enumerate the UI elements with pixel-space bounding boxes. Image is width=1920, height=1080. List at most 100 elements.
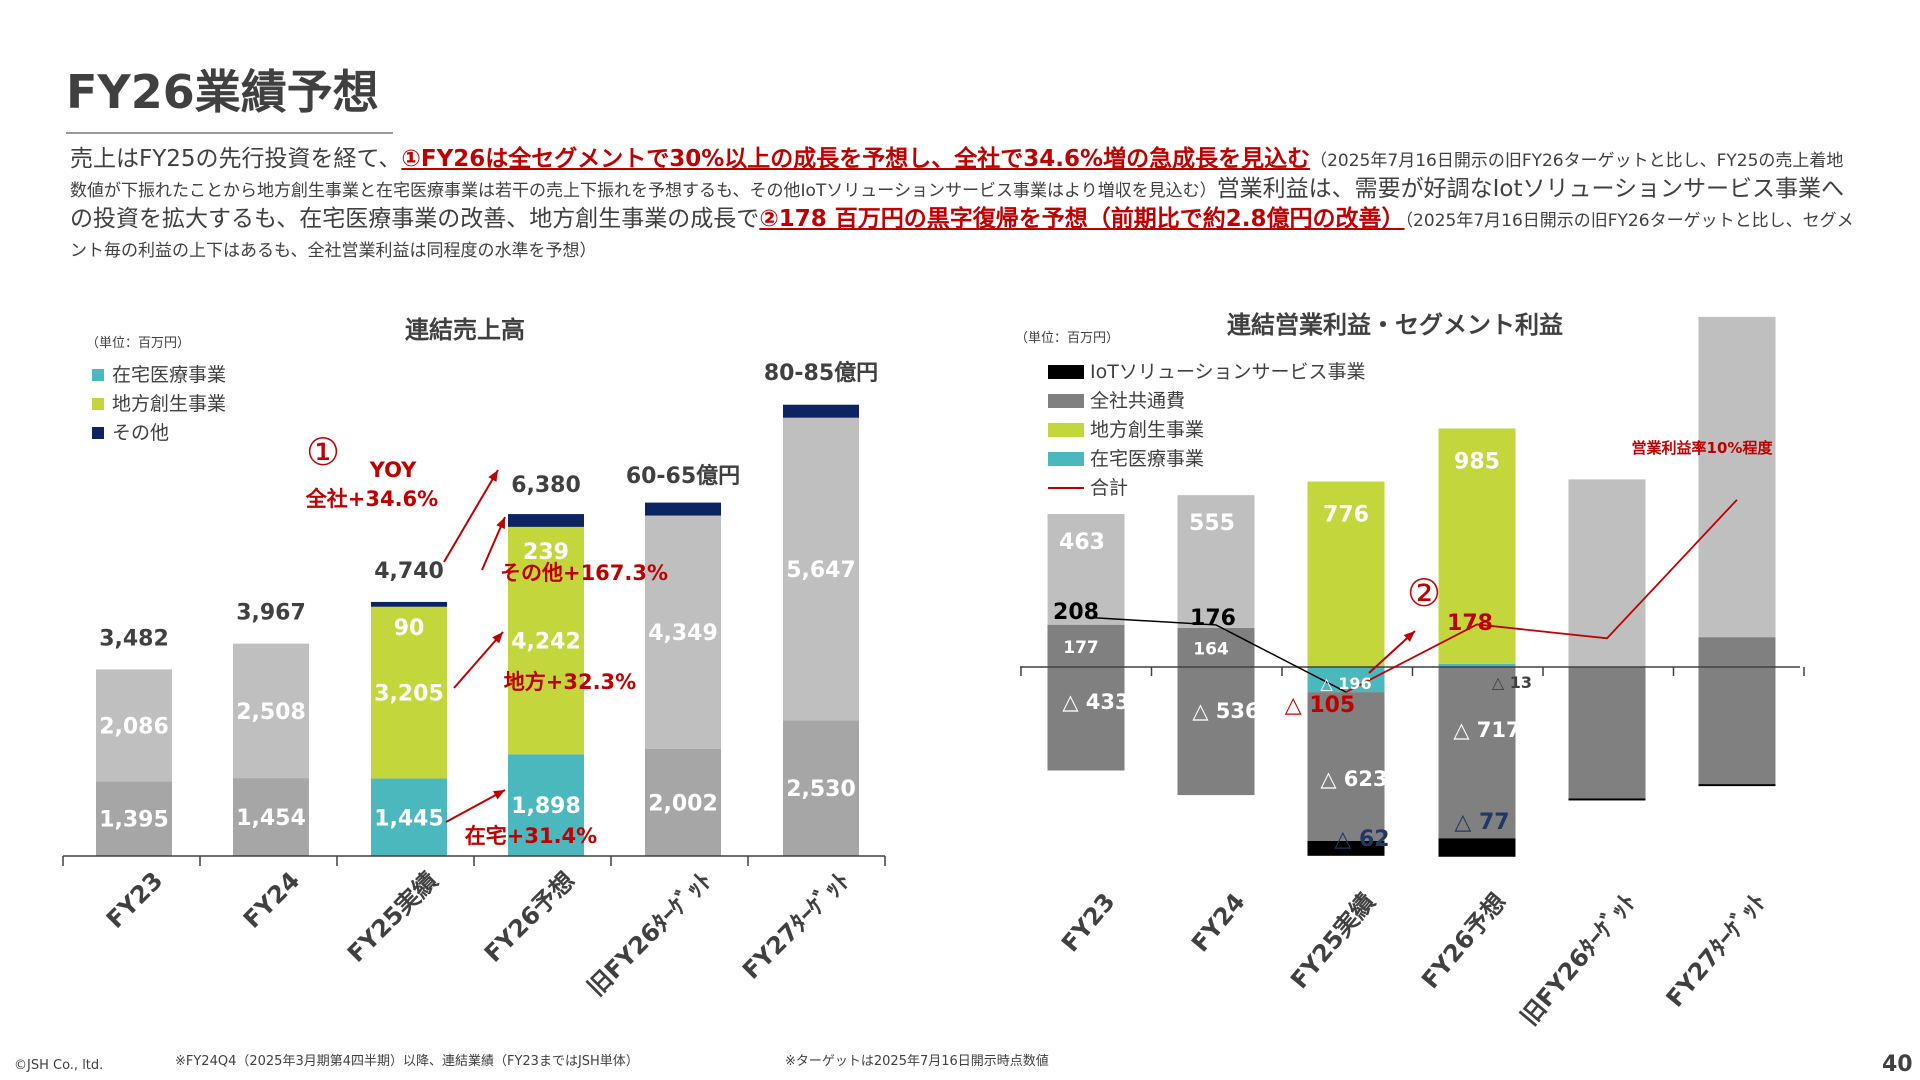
profit-margin-note: 営業利益率10%程度 — [1632, 439, 1774, 457]
sales-yoy-other: その他+167.3% — [500, 561, 668, 585]
sales-bar-other-top — [783, 404, 859, 418]
sales-bar-lower — [233, 778, 309, 856]
profit-bar-corporate — [1698, 667, 1776, 785]
profit-circle-2: ② — [1407, 571, 1441, 615]
sales-bar-label-other: 239 — [523, 540, 569, 565]
profit-total-label: 176 — [1190, 606, 1236, 631]
profit-bar-iot — [1568, 798, 1646, 801]
sales-bar-lower-label: 1,454 — [236, 806, 306, 831]
sales-total-label: 3,967 — [236, 601, 306, 626]
profit-total-line-red — [1345, 499, 1738, 693]
profit-chart-title: 連結営業利益・セグメント利益 — [1227, 311, 1563, 339]
sales-bar-upper-label: 5,647 — [786, 558, 856, 583]
profit-legend-swatch — [1048, 452, 1084, 466]
profit-category-label: FY26予想 — [1416, 888, 1511, 994]
sales-legend-swatch — [92, 369, 104, 381]
sales-bar-label-other: 90 — [394, 616, 425, 641]
profit-bar-corporate — [1177, 667, 1255, 796]
profit-bar-upper-grey — [1047, 514, 1125, 625]
sales-arrow-total — [443, 469, 499, 563]
sales-arrow-regional — [453, 631, 504, 689]
sales-legend-2: その他 — [112, 422, 169, 444]
sales-category-label: FY24 — [238, 866, 305, 933]
sales-bar-upper — [645, 515, 721, 749]
sales-category-label: FY25実績 — [342, 866, 443, 967]
sales-bar-label-0: 1,898 — [511, 794, 581, 819]
profit-iot-label: △ 77 — [1454, 810, 1509, 835]
sales-bar-upper-label: 4,349 — [648, 621, 718, 646]
sales-bar-other-top — [645, 502, 721, 516]
profit-category-label: FY24 — [1186, 888, 1251, 957]
profit-bar-iot — [1698, 784, 1776, 787]
sales-arrow-home-head — [493, 790, 505, 800]
sales-bar-0 — [508, 754, 584, 856]
profit-bar-upper-grey — [1698, 316, 1776, 638]
sales-bar-label-0: 1,445 — [374, 806, 444, 831]
summary-part1: 売上はFY25の先行投資を経て、 — [70, 146, 402, 172]
sales-legend-0: 在宅医療事業 — [112, 364, 226, 386]
sales-bar-2 — [371, 601, 447, 607]
summary-text: 売上はFY25の先行投資を経て、①FY26は全セグメントで30%以上の成長を予想… — [70, 145, 1860, 265]
sales-yoy-home: 在宅+31.4% — [465, 824, 597, 848]
sales-category-label: FY23 — [101, 866, 168, 933]
profit-category-label: 旧FY26ﾀｰｹﾞｯﾄ — [1515, 888, 1641, 1031]
sales-total-label: 80-85億円 — [764, 360, 878, 386]
sales-total-label: 3,482 — [99, 626, 169, 651]
page-number: 40 — [1882, 1052, 1913, 1077]
profit-upper-dark-label: 164 — [1193, 639, 1229, 659]
sales-total-label: 4,740 — [374, 559, 444, 584]
sales-arrow-other-head — [496, 517, 505, 529]
profit-legend-swatch — [1048, 423, 1084, 437]
summary-highlight1: ①FY26は全セグメントで30%以上の成長を予想し、全社で34.6%増の急成長を… — [401, 146, 1311, 172]
summary-highlight2: ②178 百万円の黒字復帰を予想（前期比で約2.8億円の改善） — [759, 206, 1405, 232]
footnote-consolidated: ※FY24Q4（2025年3月期第4四半期）以降、連結業績（FY23まではJSH… — [175, 1054, 639, 1069]
profit-bar-home-pos — [1438, 663, 1516, 667]
profit-bar-upper-dark — [1698, 637, 1776, 667]
sales-arrow-total-head — [488, 470, 498, 482]
summary-note2: （2025年7月16日開示の旧FY26ターゲットと比し、セグメント毎の利益の上下… — [70, 211, 1854, 261]
profit-category-label: FY27ﾀｰｹﾞｯﾄ — [1661, 888, 1772, 1013]
profit-bar-iot — [1438, 838, 1516, 857]
sales-bar-lower — [783, 720, 859, 856]
profit-category-label: FY25実績 — [1285, 888, 1380, 994]
profit-bar-upper-dark — [1047, 624, 1125, 667]
sales-chart-title: 連結売上高 — [405, 316, 525, 344]
profit-home-pos-label: △ 13 — [1492, 673, 1532, 692]
profit-corporate-label: △ 717 — [1453, 718, 1520, 742]
sales-yoy-label: YOY — [369, 458, 418, 482]
sales-bar-lower-label: 1,395 — [99, 808, 169, 833]
sales-legend-1: 地方創生事業 — [112, 393, 226, 415]
copyright: ©JSH Co., ltd. — [14, 1058, 104, 1073]
profit-arrow-head — [1403, 631, 1415, 642]
profit-bar-iot — [1307, 840, 1385, 856]
profit-corporate-label: △ 536 — [1192, 699, 1259, 723]
profit-home-neg-label: △ 105 — [1285, 693, 1356, 718]
profit-unit-label: （単位：百万円） — [1015, 330, 1119, 346]
profit-bar-upper-dark — [1177, 627, 1255, 667]
profit-legend-3: 在宅医療事業 — [1090, 448, 1204, 470]
sales-legend-swatch — [92, 427, 104, 439]
profit-legend-2: 地方創生事業 — [1090, 419, 1204, 441]
sales-yoy-regional: 地方+32.3% — [504, 670, 636, 694]
sales-bar-lower-label: 2,530 — [786, 777, 856, 802]
profit-bar-upper-grey — [1177, 495, 1255, 628]
profit-total-label: 208 — [1053, 600, 1099, 625]
profit-iot-label: △ 62 — [1334, 827, 1389, 852]
sales-bar-lower — [645, 748, 721, 856]
sales-legend-swatch — [92, 398, 104, 410]
sales-bar-upper — [96, 669, 172, 782]
sales-yoy-total: 全社+34.6% — [305, 487, 438, 511]
sales-arrow-regional-head — [492, 632, 503, 644]
profit-mid-label: △ 196 — [1320, 674, 1371, 693]
sales-bar-upper-label: 2,086 — [99, 714, 169, 739]
sales-category-label: 旧FY26ﾀｰｹﾞｯﾄ — [582, 866, 717, 1001]
sales-circle-1: ① — [306, 430, 340, 474]
profit-legend-4: 合計 — [1090, 477, 1128, 499]
profit-upper-grey-label: 555 — [1189, 511, 1235, 536]
title-divider — [66, 132, 393, 134]
profit-corporate-label: △ 433 — [1062, 690, 1129, 714]
sales-bar-upper — [783, 417, 859, 721]
summary-note1: （2025年7月16日開示の旧FY26ターゲットと比し、FY25の売上着地数値が… — [70, 151, 1844, 201]
sales-bar-lower-label: 2,002 — [648, 791, 718, 816]
sales-bar-1 — [371, 606, 447, 779]
